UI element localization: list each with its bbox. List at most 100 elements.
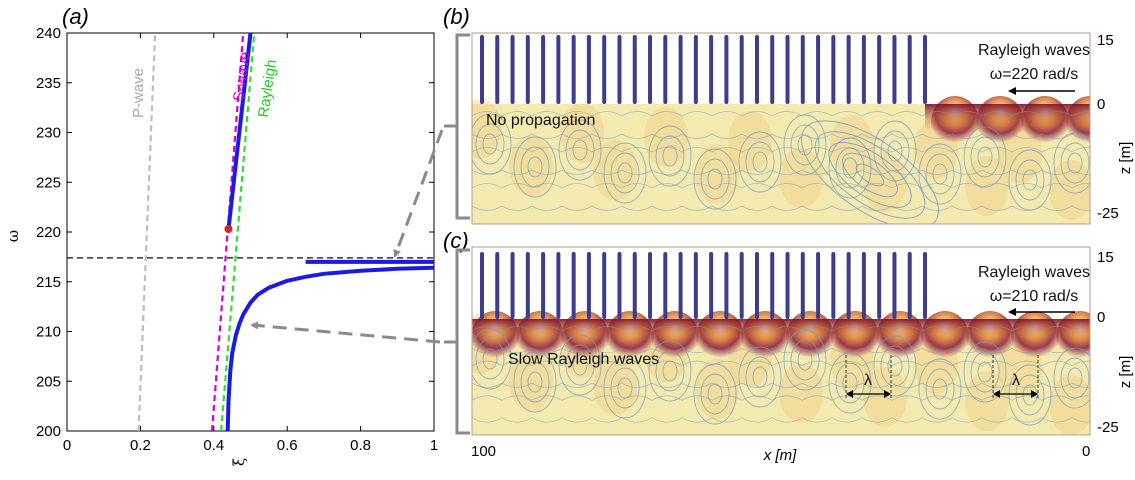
- resonator-rod: [541, 35, 546, 104]
- streamline: [880, 345, 910, 387]
- field-patch: [593, 355, 637, 415]
- y-tick-label: 205: [36, 373, 61, 390]
- vortex-streamline: [855, 163, 885, 187]
- resonator-rod: [678, 252, 683, 319]
- panel-c-z-tick-bottom: -25: [1097, 419, 1119, 436]
- streamline: [603, 357, 647, 419]
- resonator-rod: [709, 252, 714, 319]
- resonator-rod: [480, 252, 484, 319]
- streamline: [970, 136, 1000, 178]
- lambda-1-arrow-right: [884, 390, 891, 398]
- panel-b-omega: ω=220 rad/s: [990, 66, 1079, 83]
- panel-b-label: (b): [443, 4, 470, 29]
- streamline: [648, 340, 692, 402]
- streamline: [513, 351, 557, 413]
- field-patch: [472, 99, 502, 159]
- resonator-rod: [678, 35, 683, 104]
- streamline: [662, 145, 678, 167]
- panel-a-marker: [224, 225, 233, 234]
- streamline: [873, 335, 917, 397]
- panel-b-field: [472, 96, 1090, 220]
- streamline: [527, 156, 543, 178]
- field-patch: [728, 111, 772, 171]
- streamline: [977, 146, 993, 168]
- panel-b-z-tick-zero: 0: [1097, 96, 1105, 113]
- resonator-rod: [724, 252, 729, 319]
- streamline: [790, 124, 820, 166]
- bracket-c: [455, 248, 470, 435]
- resonator-rod: [785, 252, 790, 319]
- streamline: [482, 348, 498, 370]
- streamline: [783, 114, 827, 176]
- panel-c: (c) Rayleigh waves ω=210 rad/s Slow Rayl…: [443, 228, 1134, 464]
- streamline: [1060, 357, 1090, 399]
- streamline-flow: [472, 347, 1090, 354]
- resonator-rod: [648, 252, 653, 319]
- panel-b: (b) Rayleigh waves ω=220 rad/s No propag…: [443, 4, 1134, 225]
- resonator-rod: [648, 35, 653, 104]
- streamline: [738, 346, 782, 408]
- resonator-rod: [877, 35, 882, 104]
- streamline-flow: [472, 360, 1090, 367]
- panel-b-map: [472, 33, 1090, 224]
- streamline: [513, 136, 557, 198]
- panel-c-z-tick-zero: 0: [1097, 309, 1105, 326]
- panel-a-y-label: ω: [4, 230, 22, 242]
- resonator-rod: [510, 35, 515, 104]
- lambda-1-label: λ: [864, 372, 872, 389]
- y-tick-label: 235: [36, 75, 61, 92]
- resonator-rod: [556, 252, 561, 319]
- resonator-rod: [602, 35, 607, 104]
- panel-b-streamlines: [472, 111, 1090, 224]
- streamline: [572, 139, 588, 161]
- streamline-flow: [472, 147, 1090, 153]
- panel-b-rods: [480, 35, 927, 104]
- resonator-rod: [892, 35, 897, 104]
- lambda-marker-2: λ: [992, 355, 1039, 400]
- resonator-rod: [739, 35, 744, 104]
- resonator-rod: [877, 252, 882, 319]
- streamline: [572, 354, 588, 376]
- resonator-rod: [770, 35, 775, 104]
- resonator-rod: [586, 35, 591, 104]
- resonator-rod: [923, 35, 927, 104]
- resonator-rod: [495, 35, 500, 104]
- panel-b-z-tick-bottom: -25: [1097, 205, 1119, 222]
- streamline: [558, 334, 602, 396]
- series-line-4: [226, 33, 253, 230]
- resonator-rod: [571, 35, 576, 104]
- panel-b-z-tick-top: 15: [1097, 32, 1114, 49]
- resonator-rod: [617, 252, 622, 319]
- resonator-rod: [831, 252, 836, 319]
- resonator-rod: [571, 252, 576, 319]
- resonator-rod: [541, 252, 546, 319]
- vortex-streamline: [828, 142, 912, 208]
- x-tick-label: 0.8: [350, 437, 371, 454]
- streamline: [745, 356, 775, 398]
- resonator-rod: [663, 35, 668, 104]
- streamline: [707, 168, 723, 190]
- panel-c-map: [472, 247, 1090, 435]
- streamline: [1067, 152, 1083, 174]
- lambda-2-arrow-right: [1031, 390, 1038, 398]
- streamline: [1015, 159, 1045, 201]
- series-line-2: [220, 33, 256, 431]
- streamline: [745, 141, 775, 183]
- field-patch: [965, 156, 1009, 216]
- field-patch: [695, 144, 739, 204]
- streamline: [790, 339, 820, 381]
- x-tick-label: 0.6: [277, 437, 298, 454]
- streamline: [970, 351, 1000, 393]
- resonator-rod: [846, 35, 851, 104]
- streamline-flow: [472, 111, 1090, 117]
- x-tick-label: 0.2: [130, 437, 151, 454]
- streamline: [1053, 347, 1090, 409]
- field-patch: [593, 140, 637, 200]
- streamline: [918, 358, 962, 420]
- lambda-1-arrow-left: [846, 390, 853, 398]
- resonator-rod: [739, 252, 744, 319]
- streamline: [1022, 169, 1038, 191]
- streamline: [520, 361, 550, 403]
